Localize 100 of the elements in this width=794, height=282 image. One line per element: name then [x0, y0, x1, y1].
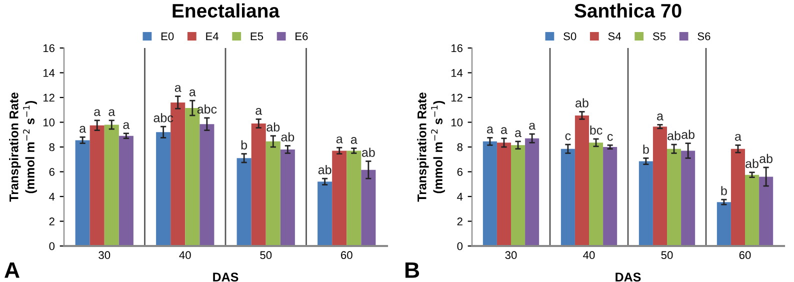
data-label: c	[607, 134, 613, 141]
data-label: a	[94, 109, 101, 116]
y-tick-label: 10	[451, 118, 463, 126]
y-tick-label: 6	[49, 168, 54, 176]
bar	[667, 148, 682, 246]
data-label: a	[336, 136, 343, 144]
y-tick-label: 12	[43, 94, 54, 102]
x-tick-label: 60	[341, 251, 352, 260]
x-axis-title: DAS	[213, 272, 238, 282]
bar	[730, 148, 745, 246]
data-label: ab	[281, 132, 294, 142]
y-tick-label: 16	[43, 44, 54, 52]
y-axis-title: Transpiration Rate (mmol m$^{−2}$ s$^{−1}$)	[9, 92, 37, 202]
data-label: a	[486, 126, 494, 134]
bar	[118, 136, 134, 246]
data-label: a	[80, 126, 86, 133]
y-tick-label: 14	[43, 69, 55, 77]
data-label: ab	[760, 154, 772, 164]
bar	[652, 126, 667, 246]
x-axis-title: DAS	[616, 272, 641, 282]
legend-label: S4	[608, 32, 622, 40]
y-tick-label: 4	[457, 192, 463, 201]
x-tick-label: 30	[98, 251, 110, 260]
bar	[589, 142, 604, 246]
data-label: a	[256, 108, 262, 115]
bar	[511, 145, 526, 246]
legend-label: S6	[698, 32, 710, 40]
x-tick-label: 30	[505, 251, 517, 260]
data-label: a	[108, 109, 116, 116]
data-label: a	[735, 134, 742, 141]
data-label: a	[657, 114, 664, 120]
legend-label: E4	[206, 32, 219, 40]
data-label: a	[174, 85, 182, 92]
data-label: ab	[576, 98, 588, 108]
bar	[156, 132, 171, 246]
bar	[266, 141, 280, 246]
legend-label: E0	[161, 32, 174, 40]
data-label: a	[501, 127, 508, 134]
legend-label: E5	[250, 32, 264, 40]
bar	[560, 148, 575, 246]
bar	[525, 138, 540, 246]
bar	[681, 150, 696, 246]
data-label: b	[643, 144, 649, 154]
bar	[75, 140, 90, 246]
bar	[496, 142, 511, 246]
y-tick-label: 8	[49, 143, 54, 152]
data-label: ab	[682, 130, 694, 139]
bar	[346, 150, 362, 246]
data-label: a	[350, 137, 358, 144]
x-tick-label: 40	[583, 251, 595, 260]
y-axis-title: Transpiration Rate (mmol m$^{−2}$ s$^{−1}$)	[417, 92, 445, 202]
bar	[104, 124, 119, 246]
x-tick-label: 40	[179, 251, 191, 260]
y-tick-label: 2	[49, 218, 54, 226]
bar	[280, 149, 295, 246]
bar	[318, 182, 332, 246]
legend-label: E6	[296, 32, 308, 40]
bar	[361, 170, 376, 246]
bar	[482, 141, 497, 246]
data-label: a	[123, 122, 130, 130]
y-tick-label: 0	[49, 242, 55, 250]
chart-title: Enectaliana	[172, 3, 280, 18]
y-tick-label: 14	[451, 69, 463, 77]
bar	[603, 147, 618, 246]
bar	[759, 176, 774, 246]
data-label: ab	[318, 165, 332, 174]
bar	[251, 123, 266, 246]
data-label: ab	[266, 122, 280, 132]
chart-title: Santhica 70	[574, 3, 682, 18]
legend-label: S0	[564, 32, 576, 40]
bar	[574, 115, 589, 246]
y-tick-label: 6	[457, 168, 462, 176]
data-label: b	[721, 186, 727, 196]
data-label: ab	[668, 131, 680, 140]
text: A	[4, 262, 20, 278]
y-tick-label: 0	[457, 242, 463, 250]
bar	[90, 125, 104, 246]
data-label: a	[515, 130, 522, 138]
bar	[332, 150, 347, 246]
data-label: abc	[197, 104, 217, 114]
x-tick-label: 50	[260, 251, 272, 260]
data-label: bc	[590, 125, 602, 135]
bar	[200, 124, 214, 246]
bar	[638, 161, 653, 246]
x-tick-label: 50	[661, 251, 673, 260]
y-tick-label: 2	[457, 218, 462, 226]
bar	[716, 202, 731, 246]
y-tick-label: 16	[451, 44, 462, 52]
y-tick-label: 10	[43, 118, 55, 126]
y-tick-label: 8	[457, 143, 462, 152]
bar	[236, 158, 252, 246]
data-label: b	[241, 140, 248, 150]
data-label: ab	[746, 158, 758, 168]
x-tick-label: 60	[739, 251, 751, 260]
text: B	[405, 262, 420, 278]
data-label: a	[189, 89, 196, 96]
data-label: ab	[362, 148, 375, 157]
bar	[745, 174, 760, 246]
legend-label: S5	[652, 32, 666, 40]
y-tick-label: 4	[49, 192, 55, 201]
